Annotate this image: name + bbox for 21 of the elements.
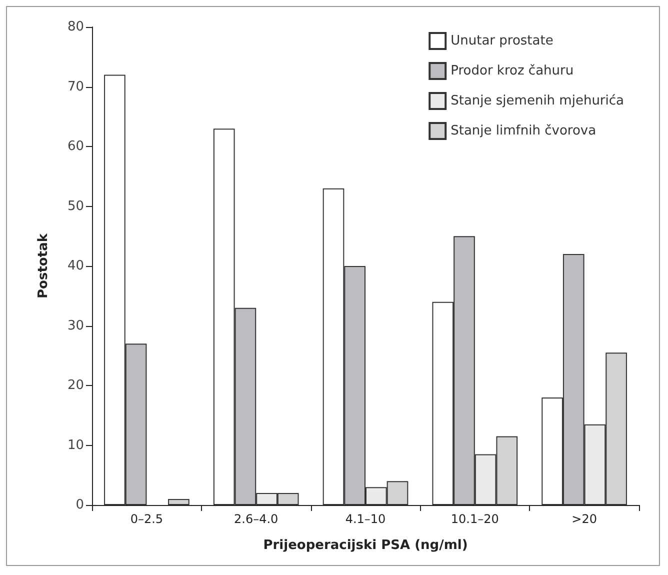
x-tick-label: 10.1–20	[450, 512, 499, 526]
legend-label: Unutar prostate	[450, 34, 554, 48]
y-tick-label: 60	[67, 139, 84, 154]
y-tick-label: 80	[67, 20, 84, 34]
x-axis-title: Prijeoperacijski PSA (ng/ml)	[263, 538, 468, 553]
y-tick-label: 40	[67, 258, 84, 274]
y-tick-label: 70	[67, 79, 84, 94]
y-tick-label: 10	[67, 438, 84, 453]
x-tick-label: >20	[572, 512, 597, 526]
y-tick-label: 0	[76, 498, 84, 512]
legend-label: Stanje limfnih čvorova	[450, 124, 596, 138]
x-tick-label: 4.1–10	[345, 512, 386, 526]
y-tick-label: 20	[67, 378, 84, 393]
bar	[168, 499, 190, 505]
y-tick-label: 50	[67, 198, 84, 214]
legend-label: Stanje sjemenih mjehurića	[450, 94, 624, 108]
y-tick-label: 30	[67, 318, 84, 334]
legend-label: Prodor kroz čahuru	[450, 64, 574, 78]
x-tick-label: 2.6–4.0	[234, 512, 278, 526]
y-axis-title: Postotak	[36, 233, 51, 298]
x-tick-label: 0–2.5	[130, 512, 164, 526]
